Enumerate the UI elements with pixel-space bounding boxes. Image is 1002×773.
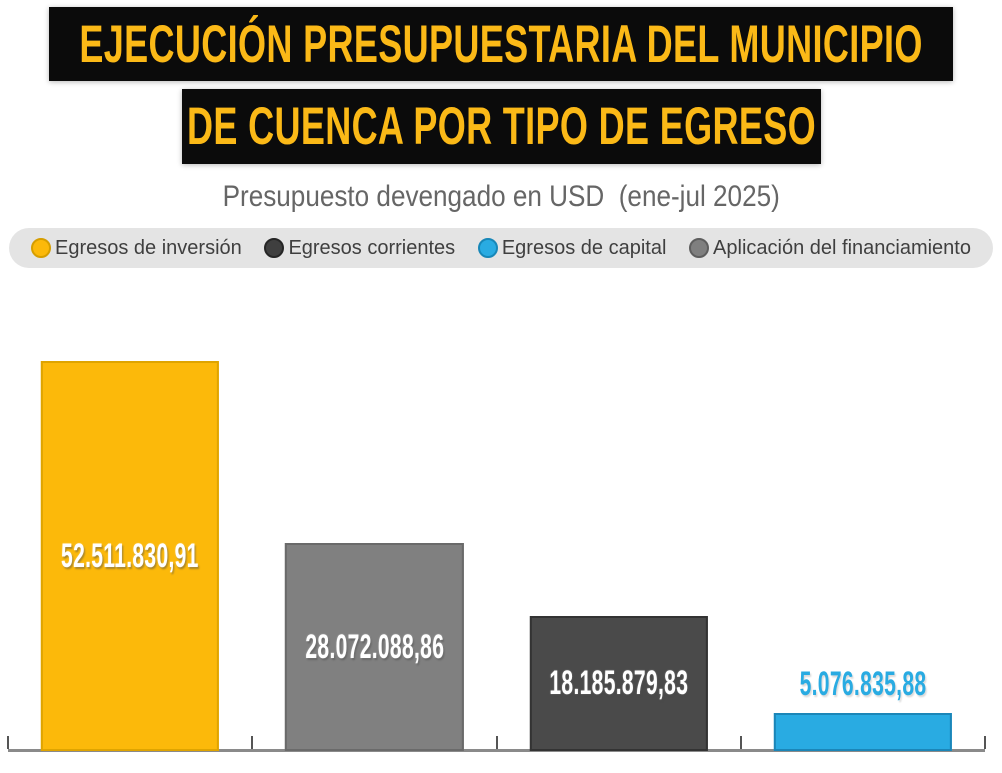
bar-slot-egresos-de-capital: 5.076.835,88 xyxy=(741,356,985,752)
title-band-2: DE CUENCA POR TIPO DE EGRESO xyxy=(181,89,821,164)
legend-label: Aplicación del financiamiento xyxy=(713,236,971,259)
legend: Egresos de inversión Egresos corrientes … xyxy=(9,228,993,268)
bar-slot-aplicacion-del-financiamiento: 28.072.088,86 xyxy=(252,356,496,752)
bar-value-label: 18.185.879,83 xyxy=(549,664,689,702)
x-axis-line xyxy=(8,749,985,752)
legend-label: Egresos corrientes xyxy=(288,236,456,259)
legend-swatch-icon xyxy=(689,238,710,258)
axis-tick xyxy=(984,736,986,749)
bar-slot-egresos-de-inversion: 52.511.830,91 xyxy=(8,356,252,752)
axis-tick xyxy=(739,736,742,749)
legend-item-egresos-corrientes: Egresos corrientes xyxy=(264,237,455,260)
plot-area: 52.511.830,91 28.072.088,86 18.185.879,83 5… xyxy=(7,356,986,752)
title-band-1: EJECUCIÓN PRESUPUESTARIA DEL MUNICIPIO xyxy=(49,7,953,81)
legend-item-egresos-de-inversion: Egresos de inversión xyxy=(31,237,242,260)
page-title-line-2: DE CUENCA POR TIPO DE EGRESO xyxy=(186,97,816,156)
chart-subtitle-row: Presupuesto devengado en USD (ene-jul 20… xyxy=(0,180,1002,214)
bar-slot-egresos-corrientes: 18.185.879,83 xyxy=(497,356,741,752)
legend-swatch-icon xyxy=(264,238,285,258)
bar-value-label: 5.076.835,88 xyxy=(799,665,927,703)
legend-label: Egresos de capital xyxy=(501,236,667,259)
axis-tick xyxy=(251,736,254,749)
legend-item-egresos-de-capital: Egresos de capital xyxy=(477,236,667,260)
bar-egresos-de-inversion: 52.511.830,91 xyxy=(40,361,220,751)
legend-swatch-icon xyxy=(31,238,51,258)
page-title-line-1: EJECUCIÓN PRESUPUESTARIA DEL MUNICIPIO xyxy=(79,14,923,74)
legend-swatch-icon xyxy=(477,238,498,258)
chart-subtitle: Presupuesto devengado en USD (ene-jul 20… xyxy=(222,180,780,213)
bar-egresos-de-capital xyxy=(773,713,953,751)
bar-egresos-corrientes: 18.185.879,83 xyxy=(529,616,708,751)
axis-tick xyxy=(495,736,498,749)
legend-item-aplicacion-del-financiamiento: Aplicación del financiamiento xyxy=(689,237,971,260)
bar-value-label: 52.511.830,91 xyxy=(61,536,199,575)
bar-value-label: 28.072.088,86 xyxy=(304,627,444,666)
legend-label: Egresos de inversión xyxy=(55,236,242,259)
bar-aplicacion-del-financiamiento: 28.072.088,86 xyxy=(285,543,464,751)
axis-tick xyxy=(7,736,9,749)
